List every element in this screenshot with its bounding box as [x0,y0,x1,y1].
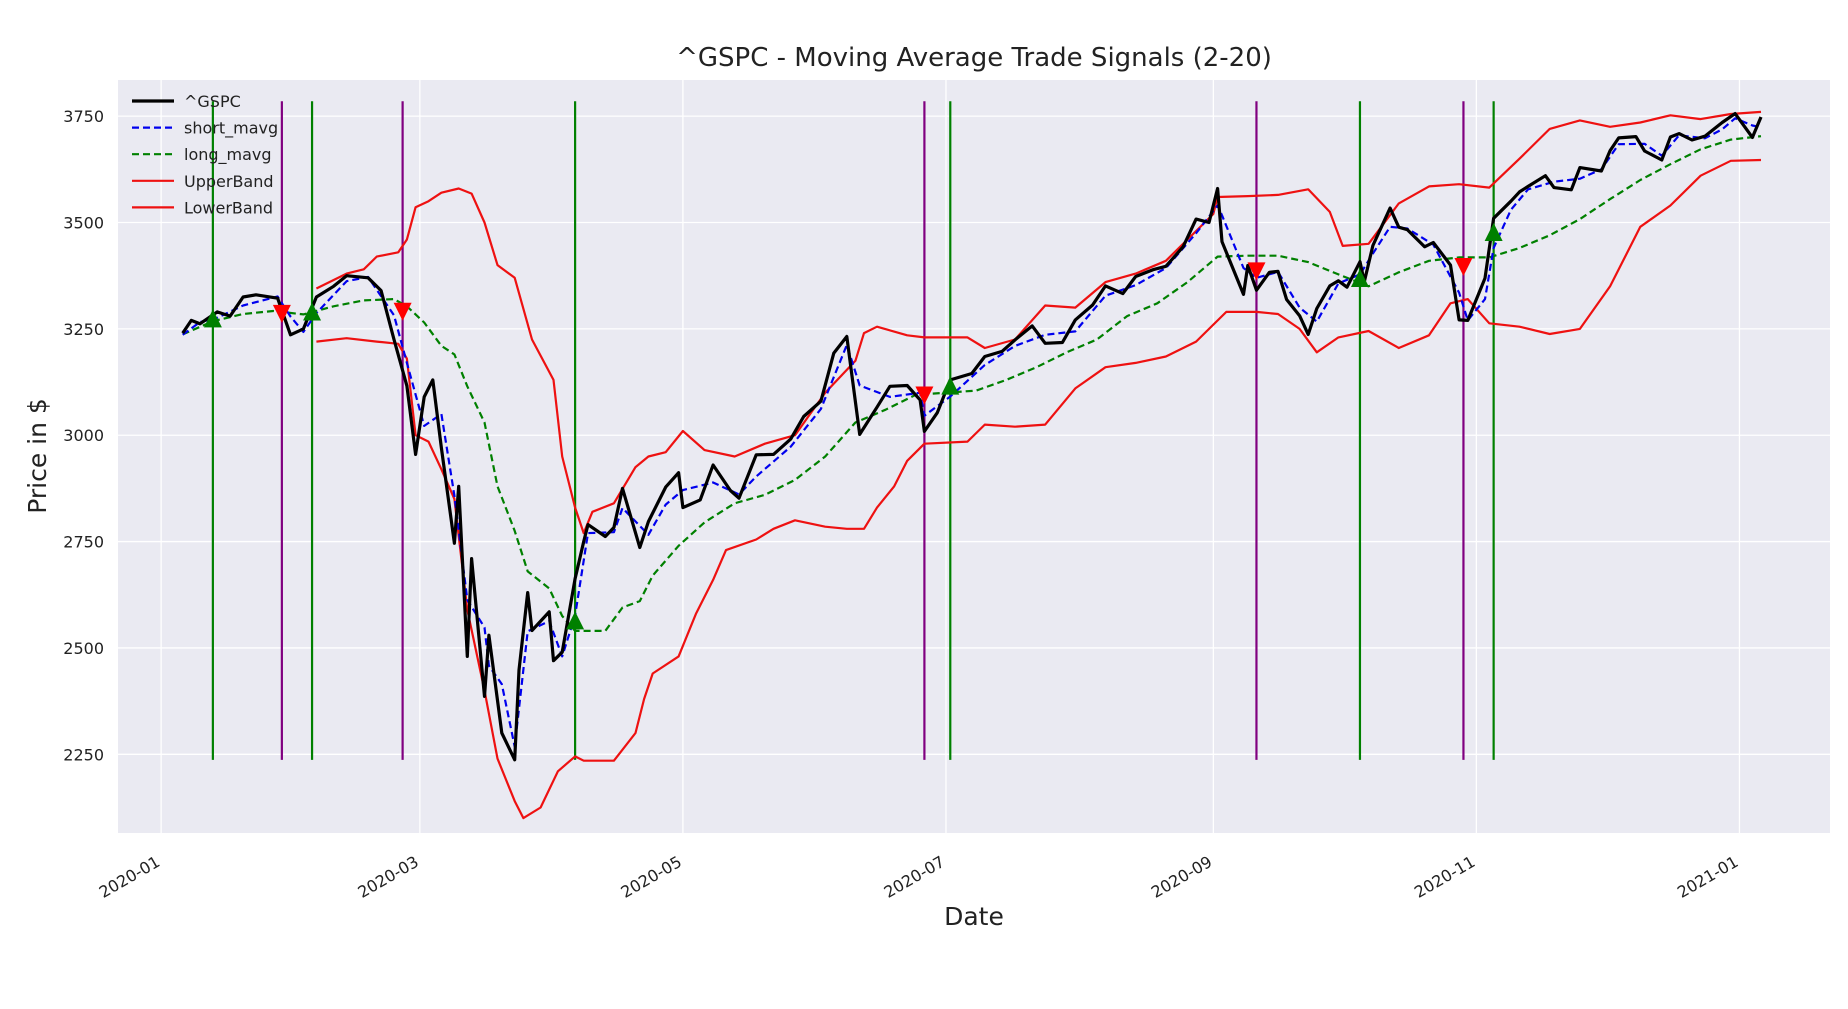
sell-marker [1454,258,1473,277]
chart-title: ^GSPC - Moving Average Trade Signals (2-… [676,43,1272,73]
x-tick-label: 2020-11 [1411,852,1478,902]
buy-marker [566,611,585,630]
legend: ^GSPC short_mavg long_mavg UpperBand LowerBa… [132,92,278,217]
plot-area [118,80,1830,833]
upper-line [315,110,1762,535]
x-axis-label: Date [944,902,1004,931]
signal-markers [203,223,1503,630]
y-axis-label: Price in $ [23,398,52,514]
sell-marker [272,304,291,323]
buy-marker [1350,268,1369,287]
y-tick-label: 3000 [63,426,104,445]
buy-marker [303,302,322,321]
buy-marker [203,309,222,328]
legend-label: long_mavg [184,145,272,165]
y-tick-label: 3500 [63,214,104,233]
legend-label: short_mavg [184,119,278,139]
x-tick-label: 2021-01 [1674,852,1741,902]
x-tick-label: 2020-07 [881,852,948,902]
legend-label: LowerBand [184,198,273,217]
sell-marker [1247,262,1266,281]
gspc-line [181,112,1763,762]
y-tick-label: 3750 [63,107,104,126]
legend-label: ^GSPC [184,92,241,111]
x-tick-label: 2020-03 [354,852,421,902]
legend-label: UpperBand [184,172,274,191]
x-tick-label: 2020-01 [96,852,163,902]
long-mavg-line [182,135,1762,632]
signal-lines [211,101,1495,760]
short-mavg-line [182,117,1762,748]
sell-marker [915,386,934,405]
y-tick-label: 2500 [63,639,104,658]
series-lines [181,110,1763,820]
y-tick-label: 3250 [63,320,104,339]
sell-marker [393,302,412,321]
y-tick-label: 2250 [63,745,104,764]
x-tick-label: 2020-09 [1148,852,1215,902]
buy-marker [1484,223,1503,242]
buy-marker [941,376,960,395]
lower-line [316,158,1762,820]
y-tick-label: 2750 [63,533,104,552]
x-tick-label: 2020-05 [618,852,685,902]
